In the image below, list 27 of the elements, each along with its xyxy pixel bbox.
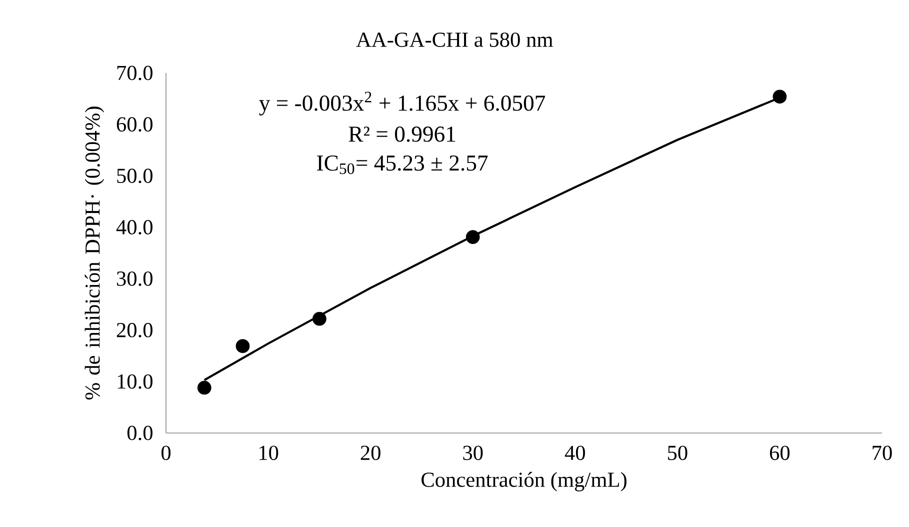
x-tick-label: 40 <box>564 446 585 460</box>
y-tick-label: 0.0 <box>127 426 152 440</box>
y-tick-label: 70.0 <box>117 66 152 80</box>
annotation: y = -0.003x$^{2}$ + 1.165x + 6.0507 <box>259 92 546 116</box>
point <box>312 312 326 326</box>
point <box>236 339 250 354</box>
x-axis-title: Concentración (mg/mL) <box>422 472 626 492</box>
y-tick-label: 50.0 <box>117 168 152 184</box>
annotation: R² = 0.9961 <box>348 126 456 142</box>
x-tick-label: 50 <box>668 446 688 460</box>
x-tick-label: 10 <box>260 446 278 460</box>
chart-title: AA-GA-CHI a 580 nm <box>356 32 553 47</box>
y-tick-label: 10.0 <box>118 374 152 389</box>
x-tick-label: 70 <box>872 446 892 460</box>
x-tick-label: 60 <box>770 446 790 460</box>
x-tick-label: 30 <box>463 446 483 460</box>
x-tick-label: 20 <box>360 446 380 460</box>
y-tick-label: 30.0 <box>116 271 152 286</box>
annotation: IC$_{50}$= 45.23 ± 2.57 <box>317 155 488 174</box>
y-tick-label: 60.0 <box>116 117 152 132</box>
point <box>466 230 480 244</box>
y-tick-label: 40.0 <box>116 220 152 235</box>
y-tick-label: 20.0 <box>116 322 152 338</box>
point <box>197 380 212 395</box>
x-tick-label: 0 <box>161 446 171 460</box>
y-axis-title: % de inhibición DPPH· (0.004%) <box>84 106 104 400</box>
point <box>772 90 787 104</box>
